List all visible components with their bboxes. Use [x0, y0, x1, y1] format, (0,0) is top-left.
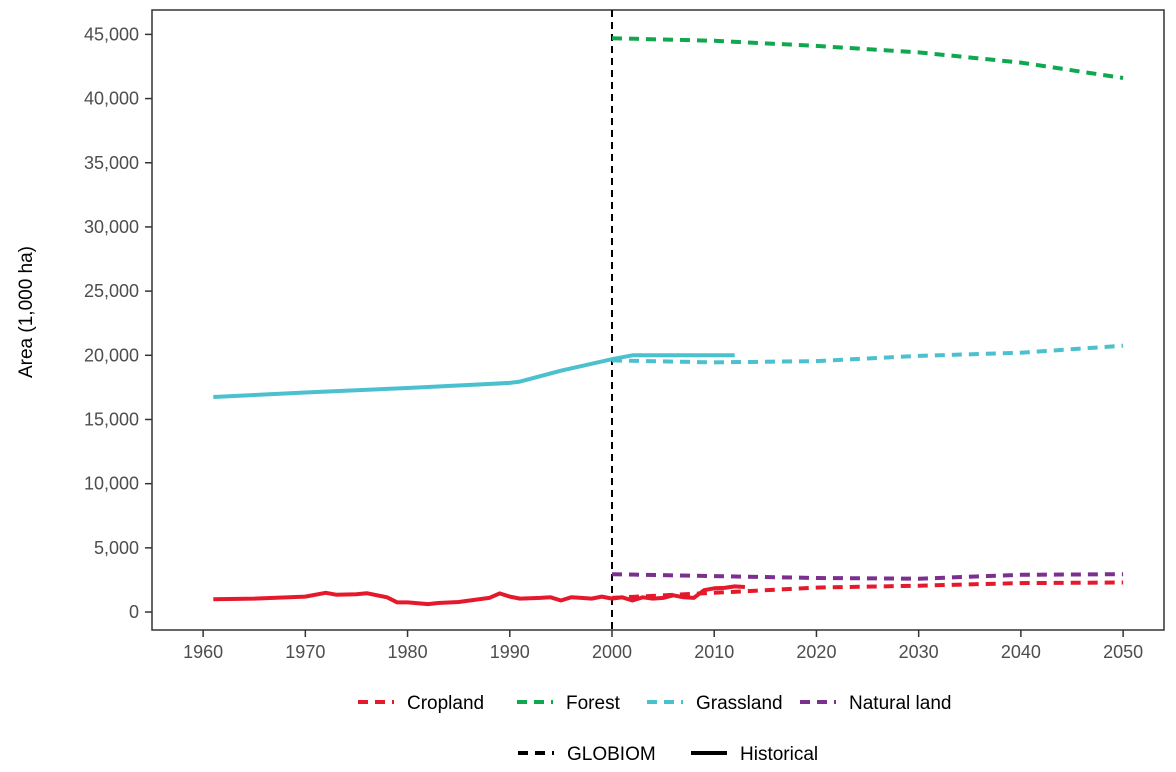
series-line-grassland-historical [213, 353, 735, 399]
legend-label-cropland: Cropland [407, 693, 484, 714]
y-tick-label-10000: 10,000 [84, 474, 139, 494]
series-line-grassland-globiom [611, 343, 1124, 365]
x-tick-label-2050: 2050 [1103, 642, 1143, 662]
y-axis-title: Area (1,000 ha) [16, 246, 37, 378]
y-tick-label-45000: 45,000 [84, 24, 139, 44]
legend-label-globiom: GLOBIOM [567, 744, 656, 765]
x-tick-label-2030: 2030 [899, 642, 939, 662]
legend-label-historical: Historical [740, 744, 818, 765]
series-group [213, 36, 1124, 607]
y-tick-label-35000: 35,000 [84, 153, 139, 173]
x-tick-label-2020: 2020 [796, 642, 836, 662]
plot-panel [151, 9, 1165, 631]
x-axis: 1960 1970 1980 1990 2000 2010 2020 2030 2040 2050 [183, 630, 1143, 662]
series-line-cropland-historical [213, 584, 746, 607]
y-tick-label-25000: 25,000 [84, 281, 139, 301]
x-tick-label-2010: 2010 [694, 642, 734, 662]
y-tick-label-0: 0 [129, 602, 139, 622]
series-line-cropland-globiom [611, 580, 1124, 600]
x-tick-label-1990: 1990 [490, 642, 530, 662]
x-tick-label-2000: 2000 [592, 642, 632, 662]
series-line-forest-globiom [611, 36, 1124, 80]
series-line-natural-land-globiom [611, 572, 1124, 581]
y-tick-label-40000: 40,000 [84, 89, 139, 109]
x-tick-label-1980: 1980 [388, 642, 428, 662]
x-tick-label-1970: 1970 [285, 642, 325, 662]
y-tick-label-30000: 30,000 [84, 217, 139, 237]
legend-label-grassland: Grassland [696, 693, 783, 714]
y-tick-label-15000: 15,000 [84, 409, 139, 429]
legend-source: GLOBIOM Historical [518, 744, 818, 765]
legend-land-type: Cropland Forest Grassland Natural land [358, 693, 951, 714]
y-tick-label-20000: 20,000 [84, 345, 139, 365]
x-tick-label-1960: 1960 [183, 642, 223, 662]
y-axis: 0 5,000 10,000 15,000 20,000 25,000 30,000 35,0… [84, 24, 152, 622]
y-tick-label-5000: 5,000 [94, 538, 139, 558]
legend-label-natural-land: Natural land [849, 693, 951, 714]
x-tick-label-2040: 2040 [1001, 642, 1041, 662]
legend-label-forest: Forest [566, 693, 621, 714]
